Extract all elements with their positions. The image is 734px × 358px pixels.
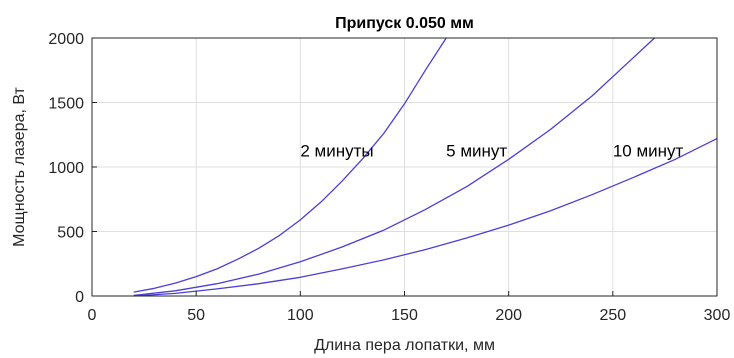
y-tick-label: 2000 <box>48 31 84 48</box>
x-tick-label: 50 <box>187 307 205 324</box>
chart-title: Припуск 0.050 мм <box>335 15 474 32</box>
series-line-3 <box>133 138 718 297</box>
y-tick-label: 1500 <box>48 96 84 113</box>
x-tick-label: 200 <box>495 307 522 324</box>
ticks <box>91 37 718 297</box>
annotations: 2 минуты 5 минут 10 минут <box>300 142 683 161</box>
annotation-1: 2 минуты <box>300 142 373 161</box>
x-tick-label: 300 <box>704 307 731 324</box>
x-tick-label: 150 <box>391 307 418 324</box>
series-line-1 <box>133 37 447 293</box>
x-tick-label: 0 <box>88 307 97 324</box>
series-lines <box>133 37 718 297</box>
x-axis-label: Длина пера лопатки, мм <box>314 337 495 354</box>
tick-labels: 0 50 100 150 200 250 300 0 500 1000 1500 2000 <box>48 31 730 324</box>
annotation-3: 10 минут <box>613 142 684 161</box>
x-tick-label: 250 <box>599 307 626 324</box>
y-axis-label: Мощность лазера, Вт <box>11 86 28 246</box>
series-line-2 <box>133 37 655 297</box>
y-tick-label: 500 <box>57 225 84 242</box>
y-tick-label: 1000 <box>48 160 84 177</box>
y-tick-label: 0 <box>75 289 84 306</box>
x-tick-label: 100 <box>287 307 314 324</box>
annotation-2: 5 минут <box>446 142 507 161</box>
